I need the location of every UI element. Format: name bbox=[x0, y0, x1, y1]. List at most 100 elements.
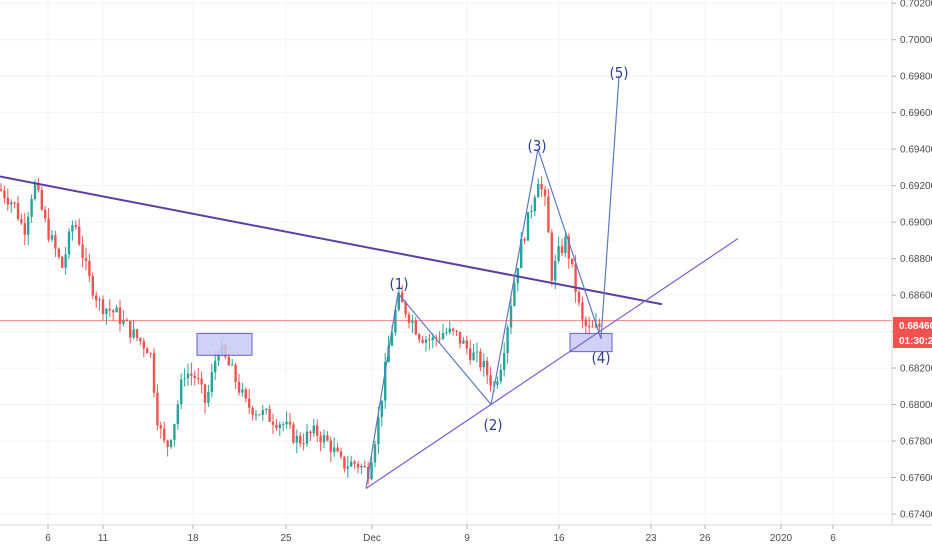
candle bbox=[353, 459, 356, 470]
candle-body bbox=[57, 248, 60, 257]
candle bbox=[193, 370, 196, 386]
candle bbox=[424, 335, 428, 352]
candle-body bbox=[241, 389, 244, 393]
candle-body bbox=[390, 332, 394, 346]
time-tick-label: 16 bbox=[553, 533, 565, 544]
candle-body bbox=[503, 353, 506, 370]
wave-label: (3) bbox=[527, 137, 546, 155]
candle-body bbox=[479, 351, 482, 368]
candle-body bbox=[424, 339, 428, 343]
candle bbox=[499, 364, 502, 384]
candle-body bbox=[591, 326, 594, 328]
candle bbox=[302, 433, 305, 451]
candle bbox=[129, 320, 132, 344]
candle bbox=[537, 178, 540, 198]
candle bbox=[156, 384, 159, 431]
candle-body bbox=[458, 331, 462, 344]
candle-body bbox=[356, 463, 360, 468]
candle bbox=[118, 299, 122, 332]
candle bbox=[479, 348, 482, 372]
candle-body bbox=[567, 236, 570, 259]
candle bbox=[173, 423, 176, 447]
candle bbox=[414, 316, 417, 336]
candle-body bbox=[292, 424, 295, 443]
candle-body bbox=[363, 465, 366, 467]
resistance-trendline[interactable] bbox=[0, 175, 663, 306]
candle bbox=[183, 368, 186, 387]
candle bbox=[81, 236, 84, 268]
candle bbox=[176, 400, 179, 430]
zone-box[interactable] bbox=[196, 332, 253, 356]
grid bbox=[0, 0, 892, 525]
candle-body bbox=[550, 232, 553, 281]
candle bbox=[234, 362, 237, 390]
candle bbox=[71, 220, 74, 241]
candle-body bbox=[282, 424, 285, 426]
candle bbox=[244, 387, 247, 403]
candle bbox=[265, 407, 268, 415]
candle-body bbox=[278, 424, 281, 428]
candle-body bbox=[598, 323, 601, 327]
candle-body bbox=[299, 435, 302, 444]
candle-body bbox=[214, 360, 217, 373]
candle-body bbox=[557, 246, 560, 261]
candle-body bbox=[268, 409, 271, 422]
candle bbox=[462, 337, 465, 344]
time-axis[interactable]: 6 11 18 25 Dec 9 16 23 26 2020 6 bbox=[45, 525, 836, 544]
candle bbox=[547, 188, 550, 233]
candle bbox=[20, 213, 23, 226]
candle bbox=[411, 315, 414, 334]
candle bbox=[37, 177, 40, 193]
candle bbox=[373, 440, 377, 468]
candle bbox=[74, 220, 77, 230]
candle-body bbox=[237, 381, 241, 393]
candle bbox=[23, 212, 26, 246]
candle-body bbox=[530, 211, 533, 213]
candle-body bbox=[112, 310, 115, 313]
time-tick-label: 11 bbox=[98, 533, 109, 544]
candle bbox=[469, 339, 472, 365]
candle bbox=[560, 238, 564, 257]
elliott-wave-path[interactable] bbox=[365, 76, 620, 489]
candle-body bbox=[469, 348, 472, 361]
candle bbox=[363, 460, 366, 468]
candle bbox=[482, 353, 485, 377]
candle-body bbox=[411, 320, 414, 323]
candle-body bbox=[132, 329, 135, 338]
candle-body bbox=[64, 254, 67, 268]
candle-body bbox=[78, 226, 81, 245]
candle bbox=[142, 338, 145, 358]
candle-body bbox=[74, 225, 77, 227]
time-tick-label: 23 bbox=[645, 533, 657, 544]
drawings[interactable]: (1) (2) (3) (4) (5) bbox=[0, 64, 892, 489]
candle bbox=[112, 309, 115, 321]
candle bbox=[30, 194, 33, 223]
candle-body bbox=[115, 307, 118, 313]
candle bbox=[407, 311, 411, 329]
time-tick-label: 9 bbox=[464, 533, 470, 544]
candle-body bbox=[441, 332, 445, 339]
candle bbox=[135, 328, 139, 342]
support-trendline[interactable] bbox=[365, 238, 739, 489]
current-price-tag: 0.68460 01:30:26 bbox=[893, 317, 932, 348]
candle bbox=[108, 299, 111, 317]
candle-body bbox=[27, 216, 30, 235]
candle bbox=[13, 201, 16, 209]
candle bbox=[421, 336, 424, 344]
candle bbox=[540, 176, 543, 198]
candle-body bbox=[428, 339, 431, 341]
candle bbox=[564, 232, 567, 258]
candle-body bbox=[343, 456, 346, 469]
candle bbox=[577, 289, 581, 307]
candle bbox=[64, 246, 67, 275]
candle-body bbox=[316, 425, 319, 436]
candle bbox=[251, 405, 254, 421]
